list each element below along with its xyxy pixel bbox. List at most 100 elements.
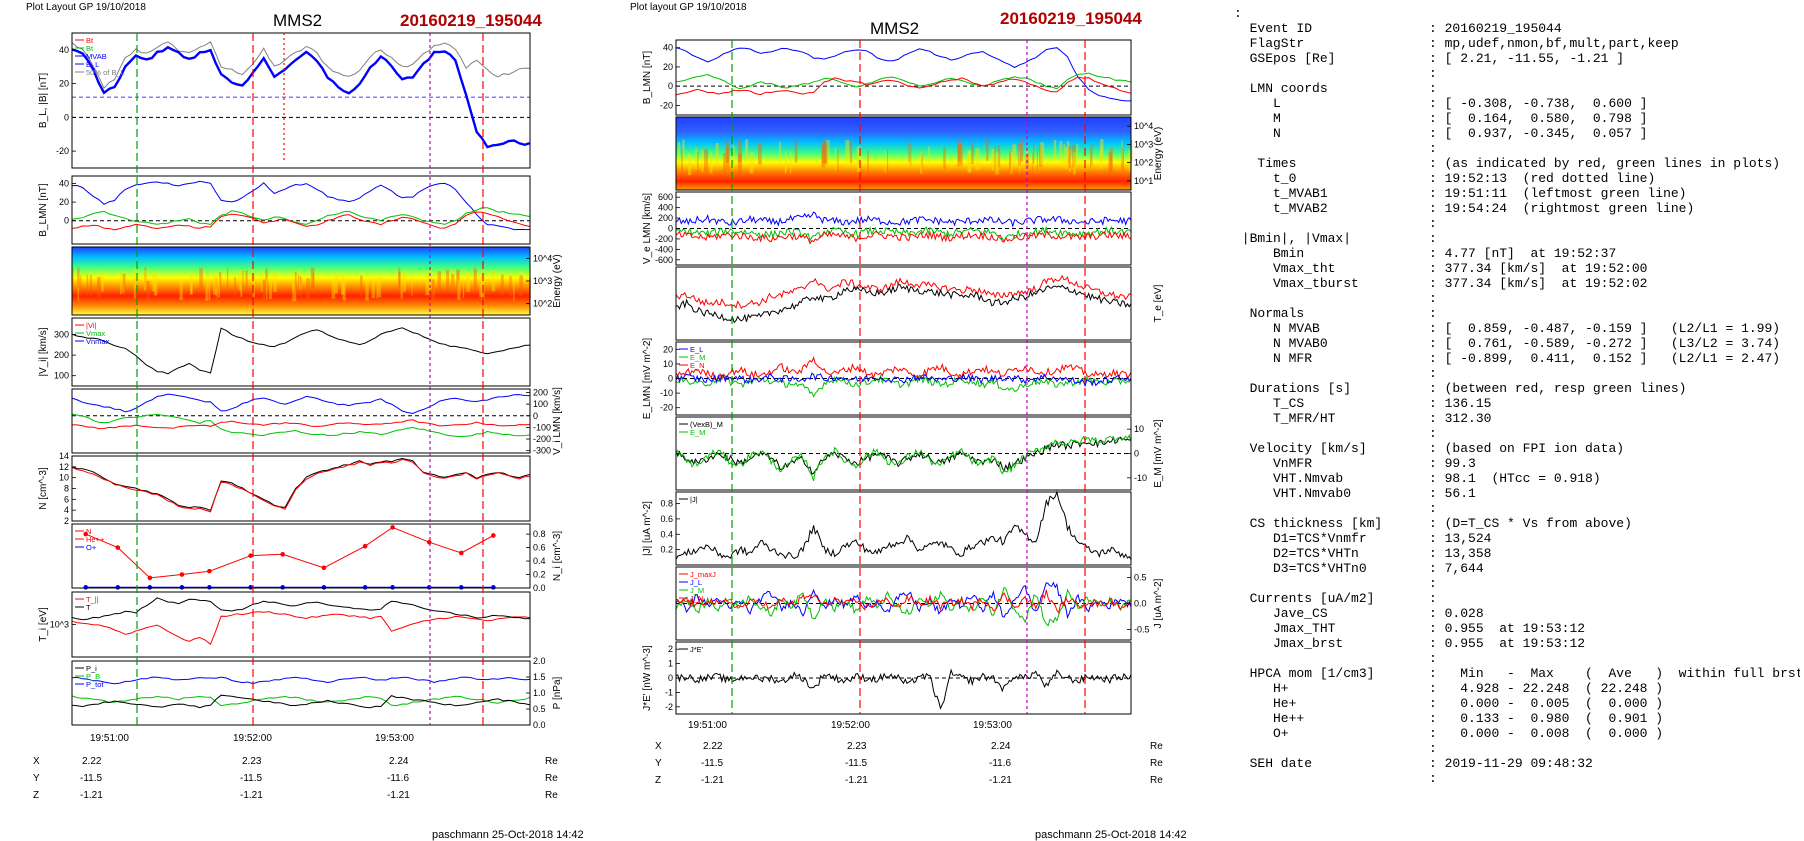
y-tick-label: 0.0	[1134, 599, 1147, 609]
spectrogram-streak	[376, 278, 378, 299]
y-axis-label: P [nPa]	[552, 676, 563, 709]
spectrogram-streak	[519, 275, 523, 296]
data-point	[115, 545, 121, 550]
data-point	[362, 543, 368, 549]
info-line: T_MFR/HT : 312.30	[1273, 411, 1492, 426]
data-point	[390, 585, 395, 590]
y-tick-label: -20	[660, 403, 673, 413]
info-line: |Bmin|, |Vmax| :	[1241, 231, 1437, 246]
data-point	[459, 550, 464, 556]
info-line: t_0 : 19:52:13 (red dotted line)	[1273, 171, 1656, 186]
y-tick-label: 1.5	[533, 672, 546, 682]
info-line: Jave_CS : 0.028	[1273, 606, 1484, 621]
y-tick-label: 10^1	[1134, 176, 1153, 186]
spectrogram-streak	[122, 272, 125, 293]
pos-row-x-val1: 2.22	[82, 756, 102, 767]
y-tick-label: -400	[655, 244, 673, 254]
spectrogram-streak	[1130, 139, 1133, 162]
y-tick-label: 0	[64, 216, 69, 226]
series-line--vexb-m	[675, 435, 1132, 475]
mid-pos-row-z-val3: -1.21	[989, 775, 1012, 786]
spectrogram-streak	[968, 150, 971, 173]
info-line: :	[1234, 6, 1242, 21]
spectrogram-streak	[269, 278, 272, 299]
y-tick-label: 20	[663, 344, 673, 354]
legend-label: J_maxJ	[690, 570, 716, 579]
legend-label: J*E'	[690, 645, 704, 654]
y-tick-label: 10^2	[1134, 158, 1153, 168]
y-tick-label: -200	[533, 434, 551, 444]
series-line-b-l	[675, 47, 1131, 102]
event-info-text: : Event ID : 20160219_195044 FlagStr : m…	[1234, 6, 1800, 786]
left-footer: paschmann 25-Oct-2018 14:42	[432, 829, 584, 841]
mid-pos-row-y-val2: -11.5	[845, 758, 867, 769]
spectrogram-streak	[425, 274, 430, 296]
info-line: :	[1429, 651, 1437, 666]
spectrogram-streak	[1040, 142, 1045, 165]
pos-row-y-label: Y	[33, 773, 40, 784]
y-tick-label: -20	[660, 100, 673, 110]
y-tick-label: 20	[59, 79, 69, 89]
info-line: :	[1429, 741, 1437, 756]
left-position-table: X 2.22 2.23 2.24 Re Y -11.5 -11.5 -11.6 …	[33, 756, 558, 801]
info-line: H+ : 4.928 - 22.248 ( 22.248 )	[1273, 681, 1664, 696]
info-line: N : [ 0.937, -0.345, 0.057 ]	[1273, 126, 1648, 141]
panel-bg	[72, 456, 530, 521]
y-tick-label: 0.2	[660, 545, 673, 555]
spectrogram-streak	[298, 269, 302, 290]
y-tick-label: 100	[533, 399, 548, 409]
mid-footer: paschmann 25-Oct-2018 14:42	[1035, 829, 1187, 841]
legend-label: B_L	[86, 60, 99, 69]
y-tick-label: 0	[668, 224, 673, 234]
spectrogram-streak	[238, 270, 242, 291]
series-line-t-para	[71, 611, 531, 646]
panel-frame	[675, 266, 1132, 341]
info-line: :	[1429, 426, 1437, 441]
data-point	[248, 553, 253, 558]
info-line: Bmin : 4.77 [nT] at 19:52:37	[1273, 246, 1617, 261]
spectrogram-streak	[908, 140, 910, 163]
series-line-b-n	[71, 211, 531, 231]
data-point	[280, 552, 285, 557]
spectrogram-streak	[1009, 151, 1013, 174]
spectrogram-streak	[77, 280, 79, 301]
spectrogram-streak	[152, 270, 156, 292]
series-line-e-n	[675, 356, 1132, 381]
spectrogram-streak	[790, 151, 792, 174]
data-point	[491, 585, 496, 590]
series-line-j-e-	[675, 668, 1132, 710]
spectrogram-streak	[217, 277, 219, 298]
spectrogram-streak	[344, 280, 346, 301]
y-axis-label: N_i [cm^-3]	[552, 531, 563, 581]
info-line: CS thickness [km] : (D=T_CS * Vs from ab…	[1249, 516, 1632, 531]
y-axis-label: E_LMN [mV m^-2]	[642, 338, 653, 420]
series-line-b-m	[675, 72, 1132, 90]
y-axis-label: V_i LMN [km/s]	[552, 387, 563, 455]
info-line: t_MVAB2 : 19:54:24 (rightmost green line…	[1273, 201, 1695, 216]
spectrogram-streak	[957, 144, 960, 167]
mid-time-tick-3: 19:53:00	[973, 720, 1012, 731]
spectrogram-streak	[1033, 141, 1035, 164]
mid-pos-row-z-val2: -1.21	[845, 775, 868, 786]
info-line: Durations [s] : (between red, resp green…	[1249, 381, 1687, 396]
data-point	[83, 585, 89, 590]
y-tick-label: 14	[59, 451, 69, 461]
spectrogram-image	[676, 117, 1131, 190]
spectrogram-streak	[266, 278, 268, 300]
info-line: :	[1429, 501, 1437, 516]
spectrogram-streak	[701, 149, 704, 172]
y-tick-label: 0.4	[660, 529, 673, 539]
spectrogram-streak	[994, 147, 996, 170]
y-tick-label: 10	[663, 359, 673, 369]
y-tick-label: 600	[658, 192, 673, 202]
spectrogram-streak	[334, 273, 338, 294]
pos-row-z-val3: -1.21	[387, 790, 410, 801]
y-tick-label: 300	[54, 329, 69, 339]
series-line-b-l	[71, 45, 531, 149]
spectrogram-streak	[262, 279, 266, 300]
mid-pos-row-y-val1: -11.5	[701, 758, 723, 769]
series-line-v-l	[71, 393, 531, 415]
mid-pos-row-y-val3: -11.6	[989, 758, 1011, 769]
spectrogram-streak	[785, 150, 787, 173]
y-tick-label: 40	[59, 45, 69, 55]
